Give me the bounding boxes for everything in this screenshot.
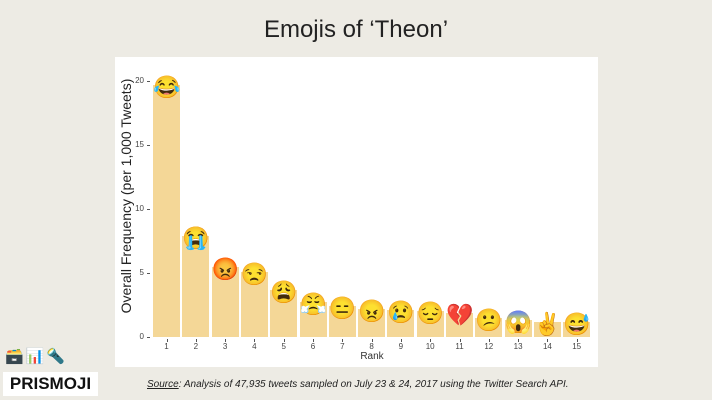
x-tick-mark bbox=[430, 339, 432, 342]
bar-rank-13 bbox=[504, 320, 532, 337]
y-tick-mark bbox=[147, 81, 150, 82]
x-tick-mark bbox=[195, 339, 197, 342]
emoji-icon-rank-2: 😭 bbox=[182, 225, 210, 251]
bar-rank-12 bbox=[475, 317, 503, 337]
y-tick-mark bbox=[147, 273, 150, 274]
x-tick-label: 3 bbox=[222, 342, 228, 351]
bar-rank-5 bbox=[270, 289, 298, 337]
x-tick-label: 1 bbox=[164, 342, 169, 351]
chart-title: Emojis of ‘Theon’ bbox=[263, 16, 449, 43]
x-tick-label: 9 bbox=[398, 342, 404, 351]
emoji-icon-rank-8: 😠 bbox=[358, 298, 386, 324]
x-tick-mark bbox=[459, 339, 461, 342]
x-tick-label: 13 bbox=[513, 342, 523, 351]
emoji-icon-rank-4: 😒 bbox=[240, 261, 269, 287]
y-tick-mark bbox=[147, 209, 150, 210]
x-tick-mark bbox=[225, 339, 227, 342]
y-tick-mark bbox=[147, 145, 150, 146]
bar-rank-10 bbox=[416, 311, 444, 337]
bar-rank-2 bbox=[182, 235, 210, 337]
x-tick-mark bbox=[400, 339, 402, 342]
card-file-box-icon: 🗃️ bbox=[5, 348, 26, 365]
x-tick-mark bbox=[576, 339, 578, 342]
brand-logo: PRISMOJI bbox=[3, 372, 98, 396]
emoji-icon-rank-7: 😑 bbox=[328, 295, 357, 321]
bar-chart-icon: 📊 bbox=[25, 348, 47, 365]
source-label: Source bbox=[147, 379, 179, 390]
emoji-icon-rank-1: 😂 bbox=[153, 74, 181, 100]
x-tick-mark bbox=[166, 339, 168, 342]
x-tick-mark bbox=[254, 339, 256, 342]
x-tick-label: 5 bbox=[281, 342, 286, 351]
x-tick-label: 14 bbox=[542, 342, 552, 351]
x-tick-label: 11 bbox=[455, 342, 464, 351]
x-tick-mark bbox=[371, 339, 373, 342]
bar-rank-7 bbox=[328, 306, 356, 337]
x-axis-label: Rank bbox=[360, 351, 384, 362]
emoji-icon-rank-10: 😔 bbox=[416, 300, 445, 326]
x-tick-mark bbox=[547, 339, 549, 342]
y-tick-label: 5 bbox=[139, 268, 144, 277]
source-text: : Analysis of 47,935 tweets sampled on J… bbox=[178, 379, 569, 390]
x-tick-label: 7 bbox=[340, 342, 345, 351]
emoji-icon-rank-12: 😕 bbox=[475, 307, 503, 333]
y-axis-label: Overall Frequency (per 1,000 Tweets) bbox=[118, 78, 134, 314]
bar-rank-6 bbox=[299, 302, 327, 337]
x-tick-label: 4 bbox=[252, 342, 257, 351]
bar-rank-11 bbox=[446, 312, 473, 337]
bar-rank-9 bbox=[387, 310, 415, 337]
emoji-icon-rank-15: 😅 bbox=[563, 311, 591, 337]
emoji-icon-rank-13: 😱 bbox=[504, 309, 532, 335]
x-tick-mark bbox=[518, 339, 520, 342]
x-tick-mark bbox=[313, 339, 314, 342]
x-tick-mark bbox=[283, 339, 285, 342]
x-tick-label: 2 bbox=[193, 342, 199, 351]
bar-rank-15 bbox=[563, 321, 591, 337]
brand-icons: 🗃️📊🔦 bbox=[5, 347, 67, 365]
emoji-icon-rank-11: 💔 bbox=[446, 302, 474, 328]
y-tick-mark bbox=[147, 337, 150, 338]
x-tick-label: 6 bbox=[310, 342, 316, 351]
emoji-icon-rank-6: 😤 bbox=[299, 291, 327, 317]
x-tick-label: 10 bbox=[425, 342, 435, 351]
emoji-icon-rank-9: 😢 bbox=[387, 299, 415, 325]
y-tick-label: 20 bbox=[135, 76, 144, 85]
bar-rank-4 bbox=[240, 271, 268, 337]
x-tick-mark bbox=[342, 339, 344, 342]
y-tick-label: 0 bbox=[139, 332, 144, 341]
x-tick-label: 12 bbox=[484, 342, 494, 351]
flashlight-icon: 🔦 bbox=[46, 348, 68, 365]
source-note: Source: Analysis of 47,935 tweets sample… bbox=[147, 379, 569, 390]
x-tick-label: 15 bbox=[572, 342, 582, 351]
bar-rank-1 bbox=[153, 84, 180, 337]
bar-rank-8 bbox=[358, 308, 386, 337]
bar-rank-14 bbox=[533, 321, 561, 337]
emoji-icon-rank-5: 😩 bbox=[270, 279, 298, 305]
x-tick-label: 8 bbox=[369, 342, 374, 351]
emoji-icon-rank-14: ✌️ bbox=[533, 311, 562, 337]
x-tick-mark bbox=[488, 339, 490, 342]
emoji-icon-rank-3: 😡 bbox=[211, 256, 239, 282]
y-tick-label: 10 bbox=[135, 204, 144, 213]
bar-rank-3 bbox=[211, 266, 239, 337]
y-tick-label: 15 bbox=[135, 140, 144, 149]
